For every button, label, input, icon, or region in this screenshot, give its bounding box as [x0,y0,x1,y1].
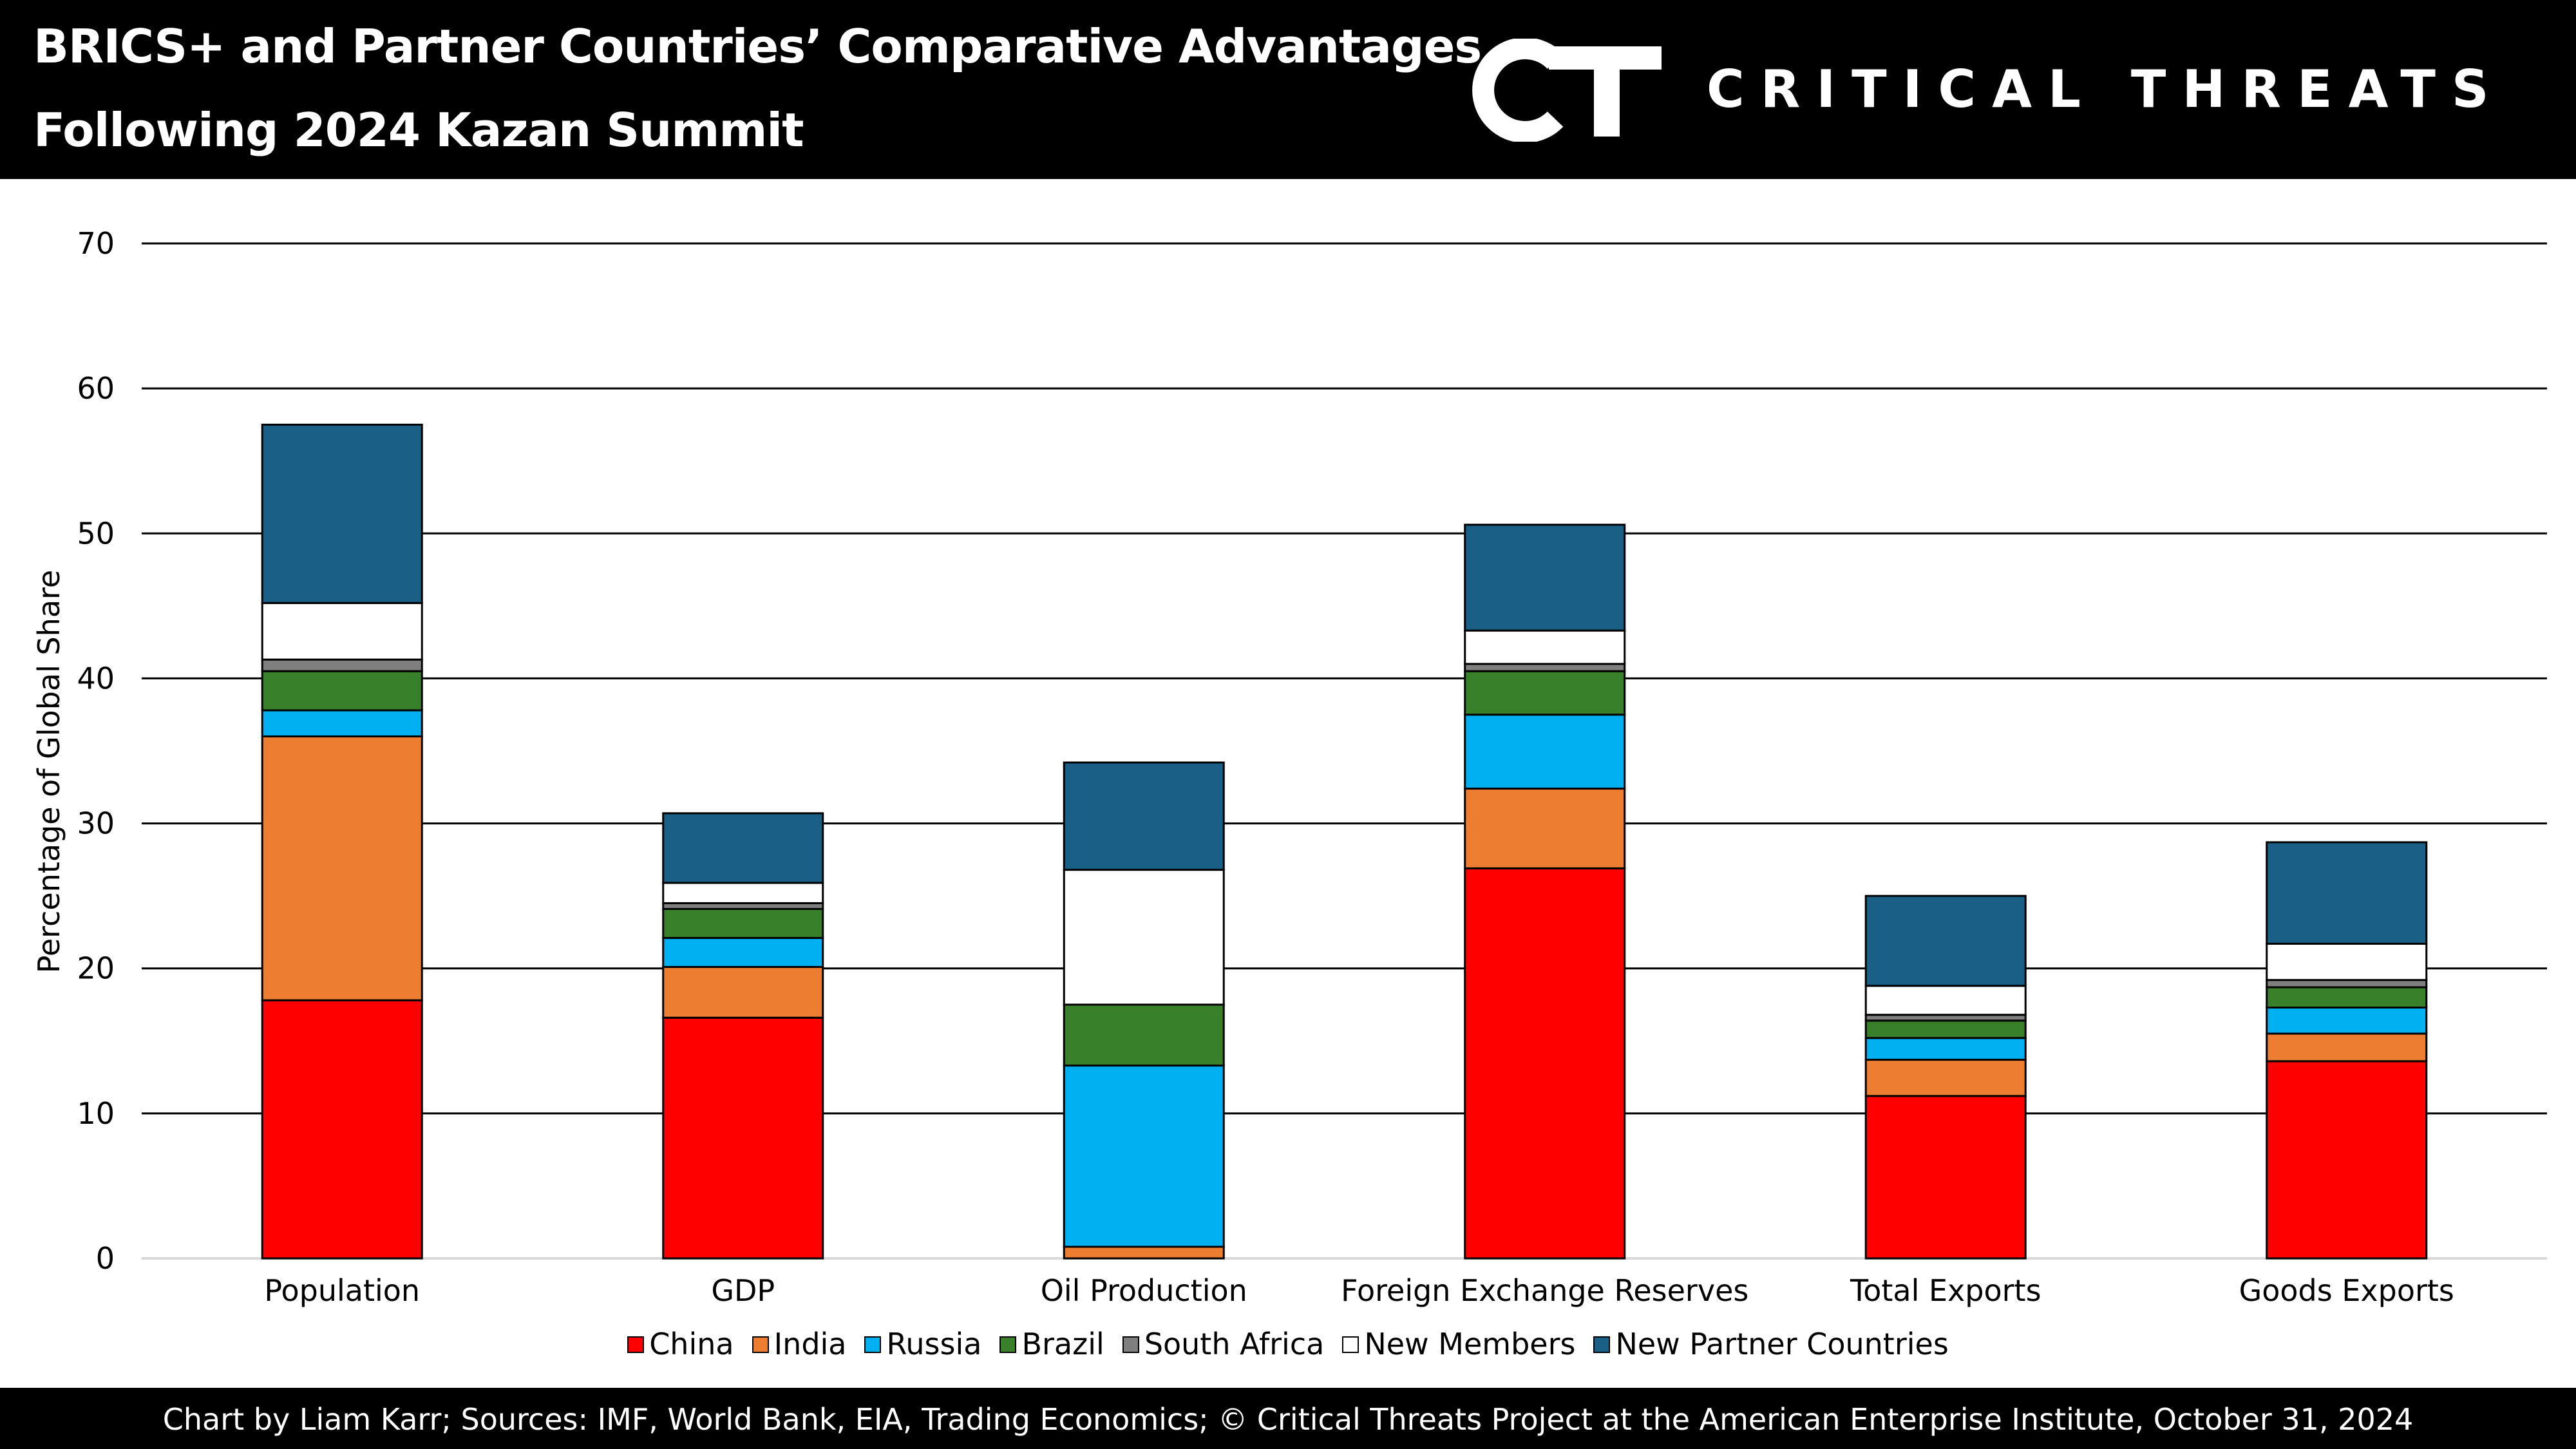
x-tick-label: GDP [711,1273,775,1308]
bar-segment-south-africa [1464,663,1626,672]
y-tick-label: 10 [77,1096,115,1131]
x-tick-label: Goods Exports [2239,1273,2454,1308]
header-bar: BRICS+ and Partner Countries’ Comparativ… [0,0,2576,179]
legend-label: Brazil [1021,1327,1104,1361]
bar-segment-south-africa [261,658,423,672]
brand-name: CRITICAL THREATS [1707,59,2505,119]
legend-label: New Partner Countries [1615,1327,1949,1361]
legend-label: China [649,1327,734,1361]
bar-segment-new-partner-countries [2266,841,2428,945]
legend-swatch [999,1336,1017,1353]
chart-area: 0 10 20 30 40 50 60 70 Population GDP Oil Product… [32,226,2547,1308]
legend-swatch [627,1336,645,1353]
bar-segment-india [261,735,423,1001]
bar-segment-brazil [662,907,824,939]
y-tick-label: 20 [77,951,115,986]
bar-segment-new-members [662,882,824,904]
bar-segment-india [1464,788,1626,869]
bar-segment-south-africa [2266,979,2428,989]
legend-item: Russia [864,1327,981,1361]
x-tick-label: Population [264,1273,420,1308]
bar-segment-new-members [1864,985,2027,1016]
y-tick-label: 30 [77,806,115,841]
bar-segment-russia [1464,714,1626,790]
gridlines [142,242,2547,1260]
legend-swatch [864,1336,882,1353]
bar-segment-russia [2266,1007,2428,1035]
bar-segment-china [261,999,423,1260]
x-axis-ticks: Population GDP Oil Production Foreign Excha… [264,1273,2454,1308]
legend-item: South Africa [1122,1327,1325,1361]
y-axis-label: Percentage of Global Share [32,570,66,973]
legend-label: Russia [886,1327,982,1361]
legend-item: New Partner Countries [1593,1327,1949,1361]
legend-swatch [1593,1336,1611,1353]
legend-item: China [627,1327,734,1361]
bar-segment-russia [261,709,423,737]
legend-item: Brazil [999,1327,1104,1361]
x-tick-label: Oil Production [1041,1273,1247,1308]
bar-segment-new-members [1464,629,1626,665]
bar-segment-india [1864,1059,2027,1097]
footer-bar: Chart by Liam Karr; Sources: IMF, World … [0,1388,2576,1449]
bar-segment-new-partner-countries [261,423,423,604]
chart-title-line-1: BRICS+ and Partner Countries’ Comparativ… [33,19,1482,73]
bar-segment-brazil [2266,986,2428,1009]
bar-segment-russia [1063,1065,1225,1248]
legend-swatch [1342,1336,1359,1353]
y-tick-label: 70 [77,226,115,261]
bar-segment-india [2266,1032,2428,1063]
bar-segment-china [1464,867,1626,1260]
bar-segment-china [662,1016,824,1260]
bar-segment-india [662,965,824,1019]
x-tick-label: Total Exports [1850,1273,2041,1308]
bar-segment-brazil [1464,670,1626,716]
bar-segment-new-members [1063,869,1225,1006]
bar-segment-new-partner-countries [1464,524,1626,632]
legend-label: South Africa [1144,1327,1325,1361]
y-axis-ticks: 0 10 20 30 40 50 60 70 [77,226,115,1276]
y-tick-label: 50 [77,516,115,551]
bar-segment-india [1063,1245,1225,1260]
legend-item: India [752,1327,847,1361]
bar-segment-new-members [2266,942,2428,981]
legend-label: New Members [1364,1327,1576,1361]
y-tick-label: 0 [96,1241,115,1276]
bar-segment-brazil [1864,1019,2027,1039]
bar-segment-brazil [1063,1003,1225,1067]
y-tick-label: 60 [77,371,115,406]
ct-logo-icon [1472,39,1662,142]
bar-segment-russia [1864,1037,2027,1061]
bar-segment-russia [662,936,824,968]
bar-segment-new-members [261,601,423,661]
bar-segment-china [1864,1095,2027,1260]
legend: China India Russia Brazil South Africa New Me… [0,1327,2576,1361]
legend-label: India [773,1327,847,1361]
chart-title-line-2: Following 2024 Kazan Summit [33,103,804,157]
bar-segment-brazil [261,670,423,712]
legend-swatch [752,1336,769,1353]
bar-segment-new-partner-countries [1063,761,1225,871]
bars [261,423,2428,1260]
bar-segment-new-partner-countries [1864,895,2027,987]
legend-swatch [1122,1336,1139,1353]
source-credit: Chart by Liam Karr; Sources: IMF, World … [162,1402,2414,1437]
y-tick-label: 40 [77,661,115,696]
x-tick-label: Foreign Exchange Reserves [1341,1273,1748,1308]
bar-segment-china [2266,1060,2428,1260]
bar-segment-new-partner-countries [662,812,824,884]
legend-item: New Members [1342,1327,1575,1361]
